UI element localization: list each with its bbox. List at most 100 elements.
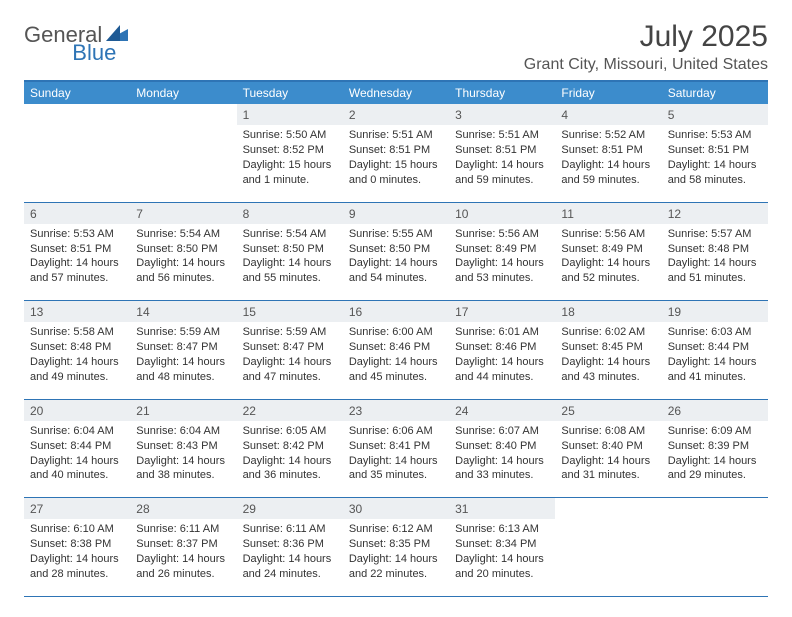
day2-text: and 54 minutes. (349, 271, 443, 286)
sunrise-text: Sunrise: 6:01 AM (455, 325, 549, 340)
day-number: 9 (343, 202, 449, 224)
day1-text: Daylight: 14 hours (243, 454, 337, 469)
day1-text: Daylight: 14 hours (30, 256, 124, 271)
day-cell: Sunrise: 6:13 AMSunset: 8:34 PMDaylight:… (449, 519, 555, 596)
day-cell: Sunrise: 6:11 AMSunset: 8:37 PMDaylight:… (130, 519, 236, 596)
calendar-body: 12345Sunrise: 5:50 AMSunset: 8:52 PMDayl… (24, 104, 768, 596)
day-cell: Sunrise: 6:11 AMSunset: 8:36 PMDaylight:… (237, 519, 343, 596)
day1-text: Daylight: 15 hours (349, 158, 443, 173)
sunrise-text: Sunrise: 6:04 AM (136, 424, 230, 439)
sunrise-text: Sunrise: 5:55 AM (349, 227, 443, 242)
sunset-text: Sunset: 8:46 PM (349, 340, 443, 355)
day1-text: Daylight: 14 hours (349, 552, 443, 567)
day1-text: Daylight: 14 hours (349, 256, 443, 271)
sunrise-text: Sunrise: 5:59 AM (136, 325, 230, 340)
weekday-header: Thursday (449, 81, 555, 104)
day1-text: Daylight: 14 hours (243, 355, 337, 370)
day-cell: Sunrise: 6:07 AMSunset: 8:40 PMDaylight:… (449, 421, 555, 498)
sunrise-text: Sunrise: 6:10 AM (30, 522, 124, 537)
day-cell: Sunrise: 6:06 AMSunset: 8:41 PMDaylight:… (343, 421, 449, 498)
sunset-text: Sunset: 8:38 PM (30, 537, 124, 552)
day2-text: and 59 minutes. (455, 173, 549, 188)
sunset-text: Sunset: 8:43 PM (136, 439, 230, 454)
sunset-text: Sunset: 8:35 PM (349, 537, 443, 552)
sunset-text: Sunset: 8:51 PM (349, 143, 443, 158)
sunset-text: Sunset: 8:45 PM (561, 340, 655, 355)
day-cell: Sunrise: 6:03 AMSunset: 8:44 PMDaylight:… (662, 322, 768, 399)
day-cell: Sunrise: 5:51 AMSunset: 8:51 PMDaylight:… (343, 125, 449, 202)
day-cell (555, 519, 661, 596)
day-cell (130, 125, 236, 202)
day-number: 11 (555, 202, 661, 224)
day-number: 5 (662, 104, 768, 125)
day1-text: Daylight: 14 hours (561, 454, 655, 469)
sunrise-text: Sunrise: 5:50 AM (243, 128, 337, 143)
weekday-header: Sunday (24, 81, 130, 104)
day2-text: and 41 minutes. (668, 370, 762, 385)
day1-text: Daylight: 14 hours (455, 355, 549, 370)
day-cell (662, 519, 768, 596)
day-cell: Sunrise: 6:08 AMSunset: 8:40 PMDaylight:… (555, 421, 661, 498)
day1-text: Daylight: 14 hours (136, 355, 230, 370)
sunrise-text: Sunrise: 5:51 AM (349, 128, 443, 143)
day2-text: and 59 minutes. (561, 173, 655, 188)
title-block: July 2025 Grant City, Missouri, United S… (524, 20, 768, 74)
day-cell: Sunrise: 5:53 AMSunset: 8:51 PMDaylight:… (662, 125, 768, 202)
sunset-text: Sunset: 8:40 PM (455, 439, 549, 454)
sunrise-text: Sunrise: 5:54 AM (136, 227, 230, 242)
sunset-text: Sunset: 8:50 PM (136, 242, 230, 257)
sunset-text: Sunset: 8:44 PM (30, 439, 124, 454)
day-cell: Sunrise: 6:00 AMSunset: 8:46 PMDaylight:… (343, 322, 449, 399)
sunset-text: Sunset: 8:47 PM (136, 340, 230, 355)
sunrise-text: Sunrise: 5:52 AM (561, 128, 655, 143)
sunrise-text: Sunrise: 6:09 AM (668, 424, 762, 439)
sunset-text: Sunset: 8:51 PM (668, 143, 762, 158)
day1-text: Daylight: 14 hours (349, 454, 443, 469)
day2-text: and 31 minutes. (561, 468, 655, 483)
sunrise-text: Sunrise: 6:00 AM (349, 325, 443, 340)
calendar-table: Sunday Monday Tuesday Wednesday Thursday… (24, 80, 768, 597)
day1-text: Daylight: 14 hours (30, 355, 124, 370)
sunset-text: Sunset: 8:51 PM (30, 242, 124, 257)
day-number: 25 (555, 399, 661, 421)
day-cell: Sunrise: 5:58 AMSunset: 8:48 PMDaylight:… (24, 322, 130, 399)
day-number: 23 (343, 399, 449, 421)
day-cell: Sunrise: 6:05 AMSunset: 8:42 PMDaylight:… (237, 421, 343, 498)
sunset-text: Sunset: 8:39 PM (668, 439, 762, 454)
day2-text: and 1 minute. (243, 173, 337, 188)
day2-text: and 0 minutes. (349, 173, 443, 188)
sunrise-text: Sunrise: 6:07 AM (455, 424, 549, 439)
day-number: 3 (449, 104, 555, 125)
weekday-header: Tuesday (237, 81, 343, 104)
day-number: 14 (130, 301, 236, 323)
day2-text: and 24 minutes. (243, 567, 337, 582)
day-cell: Sunrise: 5:54 AMSunset: 8:50 PMDaylight:… (237, 224, 343, 301)
day-number: 21 (130, 399, 236, 421)
sunset-text: Sunset: 8:52 PM (243, 143, 337, 158)
sunrise-text: Sunrise: 6:11 AM (136, 522, 230, 537)
sunrise-text: Sunrise: 6:06 AM (349, 424, 443, 439)
weekday-header: Monday (130, 81, 236, 104)
day-cell (24, 125, 130, 202)
sunset-text: Sunset: 8:49 PM (561, 242, 655, 257)
sunset-text: Sunset: 8:50 PM (349, 242, 443, 257)
day1-text: Daylight: 14 hours (349, 355, 443, 370)
sunrise-text: Sunrise: 5:54 AM (243, 227, 337, 242)
day-number (555, 498, 661, 520)
day1-text: Daylight: 14 hours (136, 454, 230, 469)
day-number-row: 2728293031 (24, 498, 768, 520)
day-number: 4 (555, 104, 661, 125)
day-cell: Sunrise: 5:57 AMSunset: 8:48 PMDaylight:… (662, 224, 768, 301)
sunset-text: Sunset: 8:47 PM (243, 340, 337, 355)
sunset-text: Sunset: 8:46 PM (455, 340, 549, 355)
day2-text: and 26 minutes. (136, 567, 230, 582)
weekday-header: Saturday (662, 81, 768, 104)
logo-text-blue: Blue (72, 40, 116, 66)
day-number: 19 (662, 301, 768, 323)
sunset-text: Sunset: 8:48 PM (668, 242, 762, 257)
sunset-text: Sunset: 8:42 PM (243, 439, 337, 454)
day-number (24, 104, 130, 125)
day-cell: Sunrise: 6:04 AMSunset: 8:44 PMDaylight:… (24, 421, 130, 498)
day2-text: and 20 minutes. (455, 567, 549, 582)
day-number: 17 (449, 301, 555, 323)
